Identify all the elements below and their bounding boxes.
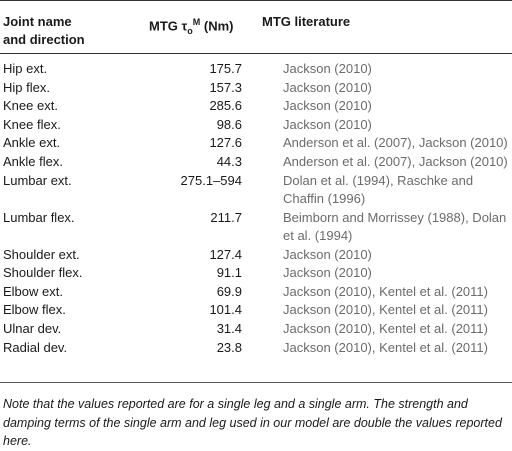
torque-value: 69.9 <box>216 283 242 299</box>
joint-name: Hip ext. <box>3 61 48 76</box>
header-mtg-torque-suffix: (Nm) <box>200 18 234 34</box>
literature: Dolan et al. (1994), Raschke and Chaffin … <box>264 172 512 209</box>
table-row: Hip ext. 175.7 Jackson (2010) <box>0 60 512 79</box>
header-mtg-torque-prefix: MTG τ <box>149 18 188 34</box>
literature: Jackson (2010), Kentel et al. (2011) <box>283 283 488 299</box>
header-joint-name-line1: Joint name <box>3 14 72 29</box>
literature: Jackson (2010) <box>283 79 372 95</box>
table-row: Ulnar dev. 31.4 Jackson (2010), Kentel et … <box>0 320 512 339</box>
torque-value: 127.6 <box>209 135 242 151</box>
literature-line2: Chaffin (1996) <box>283 190 366 206</box>
table-footnote: Note that the values reported are for a … <box>3 397 502 448</box>
joint-name: Lumbar ext. <box>3 172 72 188</box>
joint-name: Elbow flex. <box>3 302 66 318</box>
joint-name: Ankle flex. <box>3 153 63 169</box>
literature-line2: et al. (1994) <box>283 227 353 243</box>
table-row: Elbow ext. 69.9 Jackson (2010), Kentel et … <box>0 283 512 302</box>
torque-value: 31.4 <box>216 320 242 336</box>
data-table: Hip ext. 175.7 Jackson (2010) Hip flex. 157… <box>0 60 512 357</box>
table-row: Elbow flex. 101.4 Jackson (2010), Kentel e… <box>0 301 512 320</box>
joint-name: Ankle ext. <box>3 135 61 151</box>
literature: Anderson et al. (2007), Jackson (2010) <box>283 135 508 151</box>
table-row: Hip flex. 157.3 Jackson (2010) <box>0 79 512 98</box>
literature: Beimborn and Morrissey (1988), Dolan et a… <box>264 209 512 246</box>
joint-name: Shoulder flex. <box>3 265 83 281</box>
joint-name: Radial dev. <box>3 339 68 355</box>
header-rule <box>0 53 512 54</box>
table-row: Lumbar ext. 275.1–594 Dolan et al. (1994),… <box>0 172 512 209</box>
torque-value: 157.3 <box>209 79 242 95</box>
header-mtg-torque-sup: M <box>192 17 201 27</box>
table-row: Knee ext. 285.6 Jackson (2010) <box>0 97 512 116</box>
header-mtg-torque-sub: o <box>187 25 193 36</box>
joint-name: Elbow ext. <box>3 283 63 299</box>
torque-value: 101.4 <box>209 302 242 318</box>
table-row: Shoulder flex. 91.1 Jackson (2010) <box>0 264 512 283</box>
torque-value: 91.1 <box>216 265 242 281</box>
torque-value: 23.8 <box>216 339 242 355</box>
header-mtg-literature: MTG literature <box>262 14 351 29</box>
joint-name: Lumbar flex. <box>3 209 75 225</box>
table-row: Knee flex. 98.6 Jackson (2010) <box>0 116 512 135</box>
joint-name: Shoulder ext. <box>3 246 80 262</box>
torque-value: 175.7 <box>209 61 242 76</box>
literature: Jackson (2010) <box>283 98 372 114</box>
torque-value: 285.6 <box>209 98 242 114</box>
top-rule <box>0 0 512 1</box>
literature: Jackson (2010), Kentel et al. (2011) <box>283 320 488 336</box>
joint-name: Knee ext. <box>3 98 58 114</box>
literature: Jackson (2010) <box>283 265 372 281</box>
table-row: Shoulder ext. 127.4 Jackson (2010) <box>0 246 512 265</box>
joint-name: Knee flex. <box>3 116 61 132</box>
table-row: Lumbar flex. 211.7 Beimborn and Morrissey … <box>0 209 512 246</box>
table-row: Radial dev. 23.8 Jackson (2010), Kentel et… <box>0 339 512 358</box>
literature: Jackson (2010) <box>283 116 372 132</box>
header-mtg-torque: MTG τoM (Nm) <box>149 13 234 40</box>
header-joint-name-line2: and direction <box>3 32 85 47</box>
literature: Jackson (2010) <box>283 61 372 76</box>
joint-name: Ulnar dev. <box>3 320 62 336</box>
literature: Anderson et al. (2007), Jackson (2010) <box>283 153 508 169</box>
literature: Jackson (2010), Kentel et al. (2011) <box>283 302 488 318</box>
torque-value: 44.3 <box>216 153 242 169</box>
literature: Jackson (2010) <box>283 246 372 262</box>
table-row: Ankle flex. 44.3 Anderson et al. (2007), J… <box>0 153 512 172</box>
header-joint-name: Joint name and direction <box>3 13 85 49</box>
bottom-rule <box>0 382 512 383</box>
literature-line1: Beimborn and Morrissey (1988), Dolan <box>283 209 507 225</box>
literature-line1: Dolan et al. (1994), Raschke and <box>283 172 474 188</box>
torque-value: 275.1–594 <box>180 172 242 188</box>
joint-name: Hip flex. <box>3 79 50 95</box>
torque-value: 98.6 <box>216 116 242 132</box>
torque-value: 127.4 <box>209 246 242 262</box>
literature: Jackson (2010), Kentel et al. (2011) <box>283 339 488 355</box>
torque-value: 211.7 <box>210 209 242 225</box>
table-row: Ankle ext. 127.6 Anderson et al. (2007), J… <box>0 134 512 153</box>
